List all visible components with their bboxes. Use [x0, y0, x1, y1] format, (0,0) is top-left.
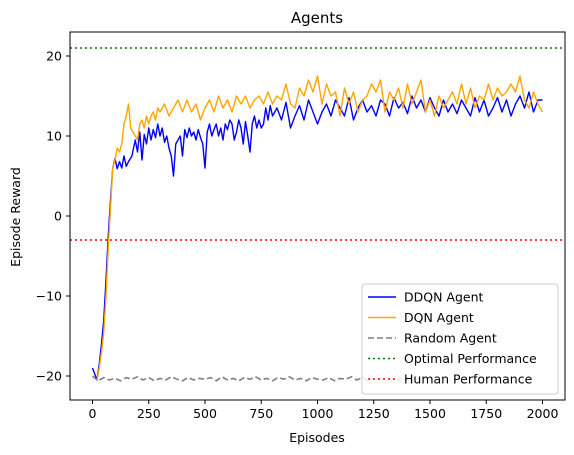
x-tick-label: 1750 [470, 406, 502, 421]
legend: DDQN Agent DQN Agent Random Agent Optimal P… [361, 283, 559, 395]
x-tick-label: 250 [137, 406, 161, 421]
y-tick-label: −10 [36, 289, 62, 304]
chart-title: Agents [291, 9, 343, 27]
axes: 0 250 500 750 1000 1250 1500 1750 2000 −20 −10 0 10 2… [36, 31, 566, 421]
y-axis-label: Episode Reward [8, 167, 23, 267]
x-axis-label: Episodes [289, 430, 345, 445]
legend-label-2: DQN Agent [404, 310, 474, 325]
legend-label-1: DDQN Agent [404, 290, 484, 305]
y-tick-label: 20 [46, 49, 62, 64]
legend-label-4: Optimal Performance [404, 351, 537, 366]
x-tick-label: 1000 [302, 406, 334, 421]
x-tick-label: 1250 [358, 406, 390, 421]
legend-box [361, 283, 559, 395]
x-tick-label: 2000 [527, 406, 559, 421]
y-tick-label: −20 [36, 369, 62, 384]
x-tick-label: 1500 [414, 406, 446, 421]
series-line-2 [92, 75, 544, 381]
x-tick-label: 750 [249, 406, 273, 421]
legend-label-3: Random Agent [404, 331, 497, 346]
legend-label-5: Human Performance [404, 372, 533, 387]
x-tick-label: 0 [89, 406, 97, 421]
series-line-1 [91, 91, 543, 381]
x-tick-label: 500 [193, 406, 217, 421]
y-tick-label: 10 [46, 129, 62, 144]
y-tick-label: 0 [54, 209, 62, 224]
